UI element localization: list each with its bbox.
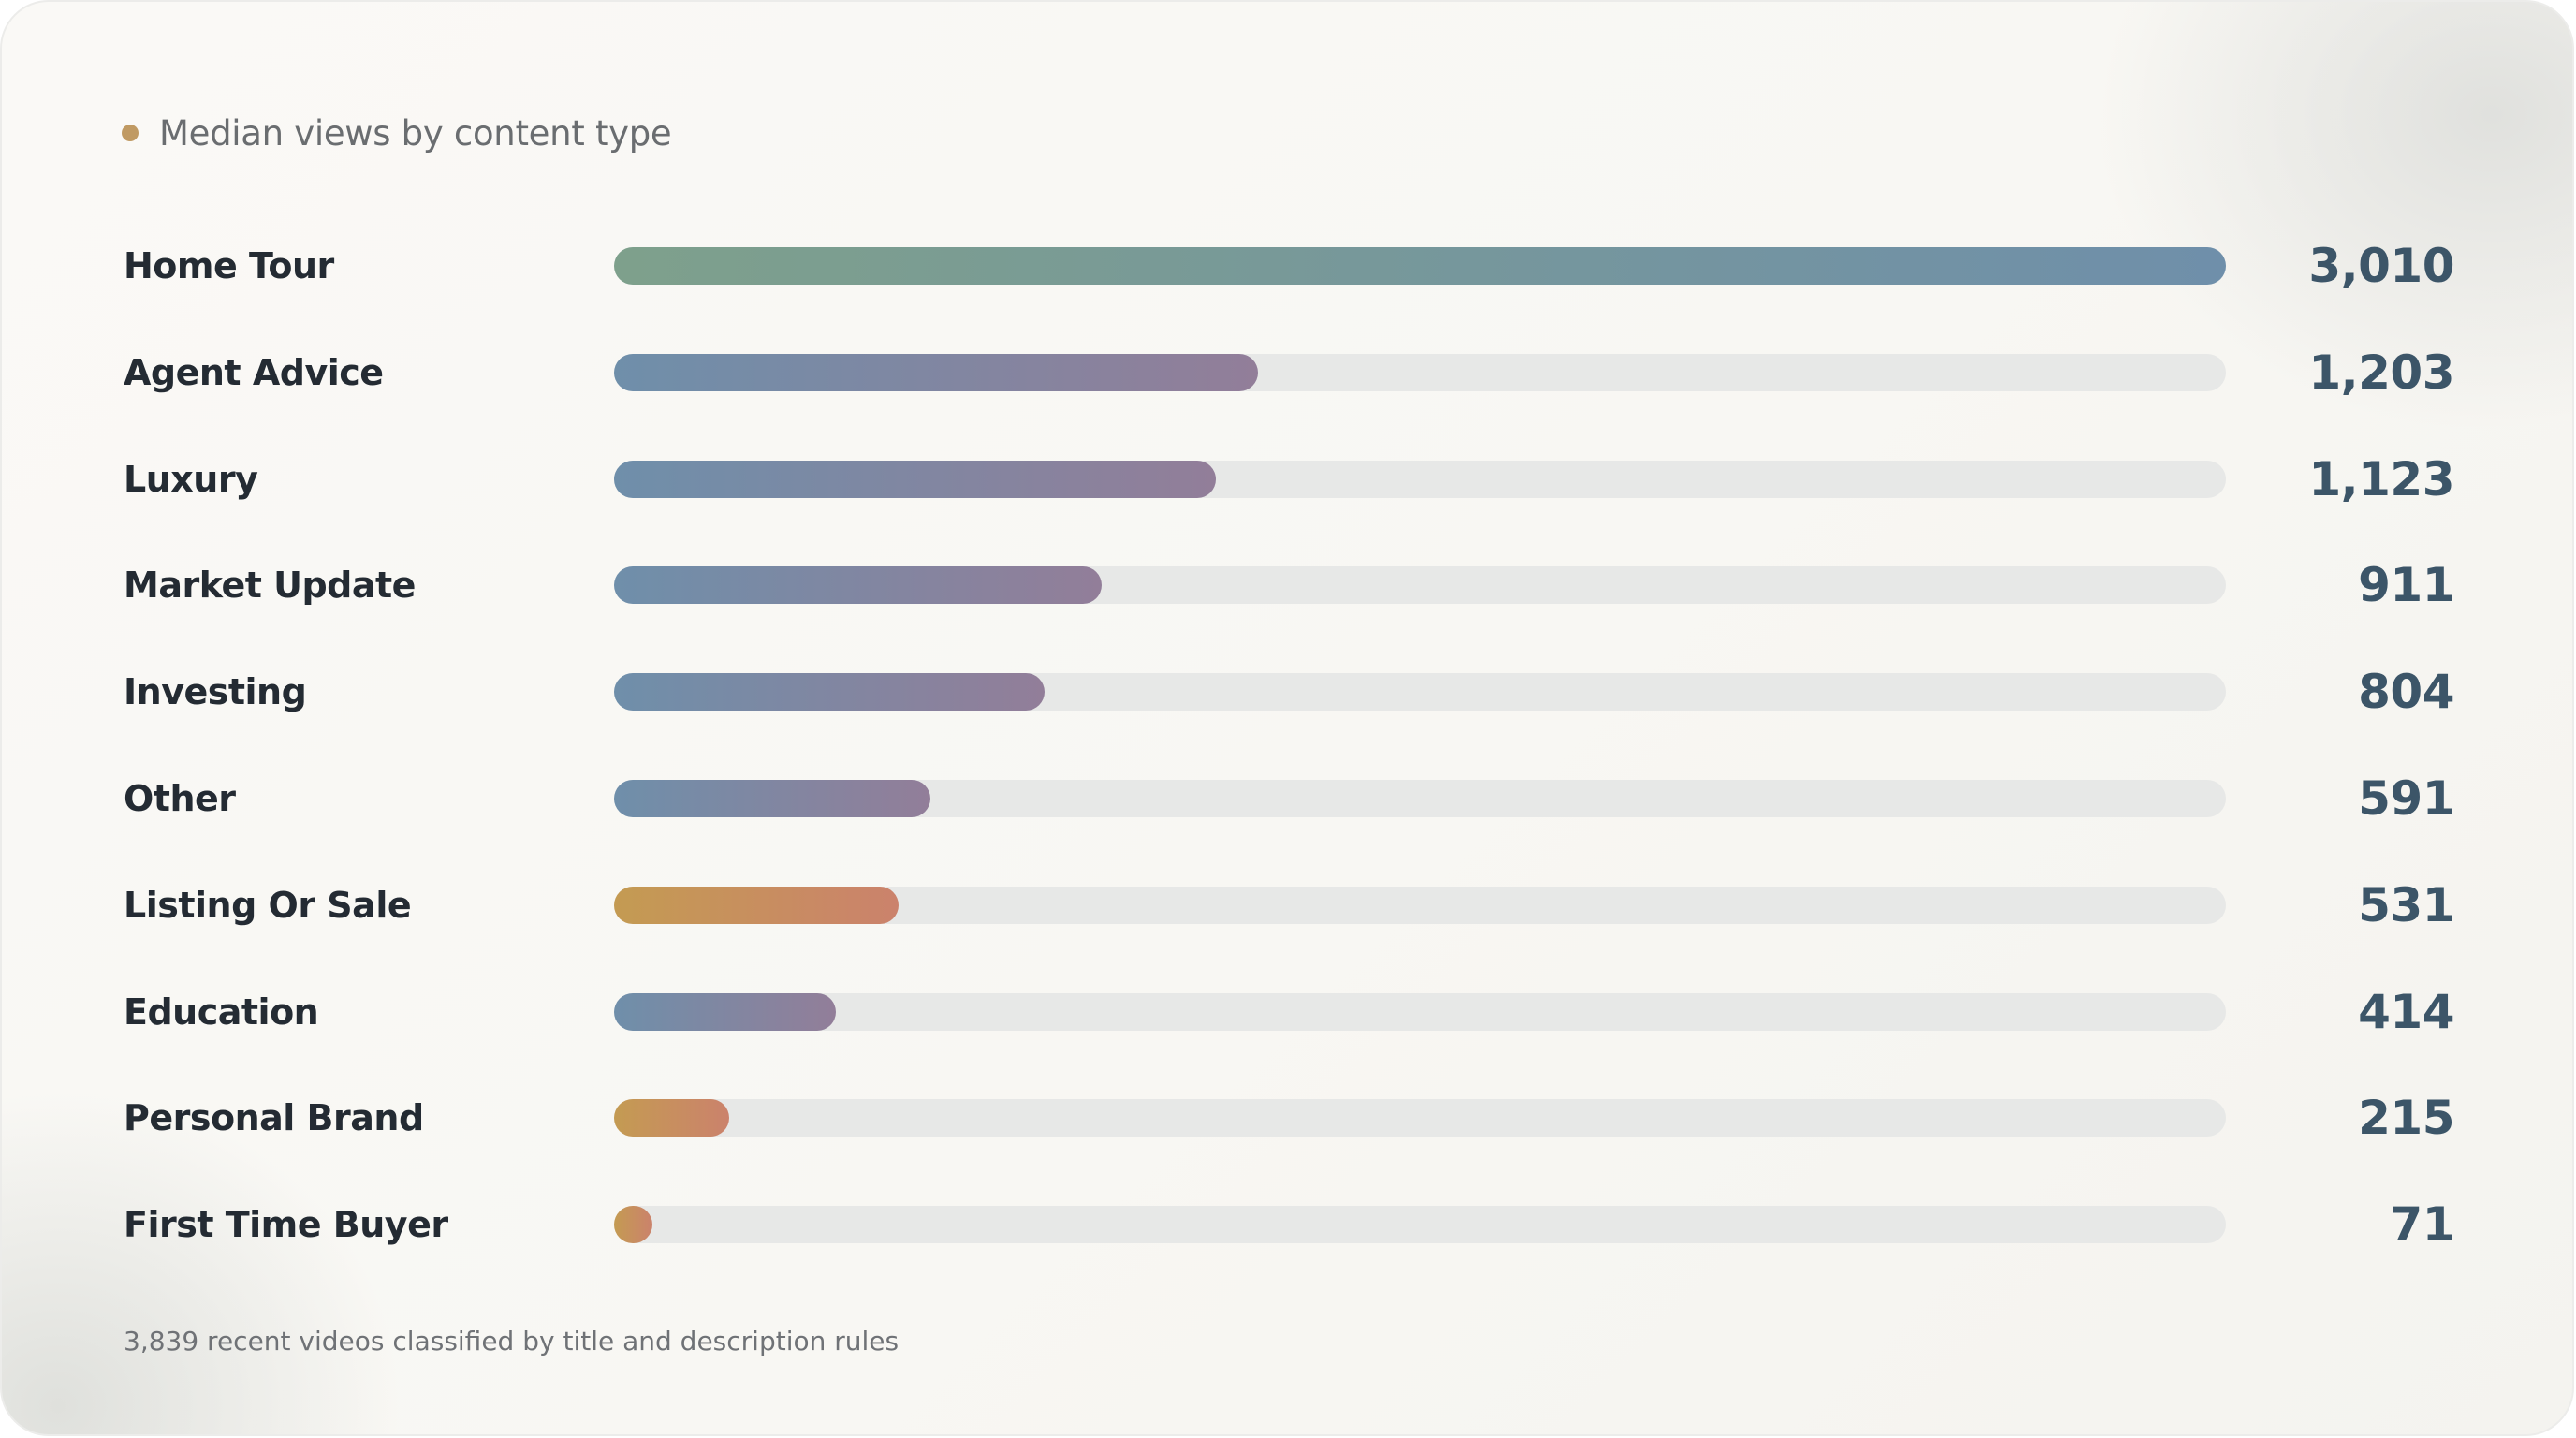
title-dot-icon <box>122 125 139 141</box>
value-label: 414 <box>2358 985 2454 1039</box>
bar-fill <box>614 780 931 817</box>
bar-row: Personal Brand 215 <box>2 1080 2572 1155</box>
value-label: 3,010 <box>2308 239 2454 293</box>
bar-row: Investing 804 <box>2 654 2572 729</box>
bar-row: First Time Buyer 71 <box>2 1187 2572 1262</box>
bar-fill <box>614 887 899 924</box>
bar-track <box>614 673 2226 711</box>
value-label: 804 <box>2358 665 2454 719</box>
bar-row: Education 414 <box>2 975 2572 1049</box>
value-label: 591 <box>2358 771 2454 826</box>
bar-row: Home Tour 3,010 <box>2 228 2572 303</box>
category-label: Market Update <box>124 565 416 606</box>
bar-fill <box>614 1099 729 1137</box>
value-label: 215 <box>2358 1091 2454 1145</box>
bar-track <box>614 887 2226 924</box>
value-label: 1,123 <box>2308 452 2454 506</box>
bar-track <box>614 1099 2226 1137</box>
bar-fill <box>614 1206 652 1243</box>
chart-title-row: Median views by content type <box>122 107 672 159</box>
bar-row: Agent Advice 1,203 <box>2 335 2572 410</box>
bar-row: Listing Or Sale 531 <box>2 868 2572 943</box>
bar-row: Market Update 911 <box>2 548 2572 623</box>
bar-fill <box>614 673 1045 711</box>
category-label: Home Tour <box>124 245 334 286</box>
bar-fill <box>614 247 2226 285</box>
bar-fill <box>614 354 1259 391</box>
category-label: First Time Buyer <box>124 1204 448 1245</box>
category-label: Education <box>124 991 319 1033</box>
bar-track <box>614 354 2226 391</box>
bar-row: Luxury 1,123 <box>2 442 2572 517</box>
bar-track <box>614 993 2226 1031</box>
bar-fill <box>614 461 1216 498</box>
category-label: Agent Advice <box>124 352 384 393</box>
category-label: Listing Or Sale <box>124 885 412 926</box>
value-label: 71 <box>2390 1197 2454 1252</box>
value-label: 911 <box>2358 558 2454 612</box>
bar-fill <box>614 566 1103 604</box>
bar-row: Other 591 <box>2 761 2572 836</box>
bar-track <box>614 461 2226 498</box>
category-label: Investing <box>124 671 307 712</box>
category-label: Personal Brand <box>124 1097 424 1138</box>
bar-track <box>614 1206 2226 1243</box>
value-label: 1,203 <box>2308 345 2454 400</box>
bar-track <box>614 566 2226 604</box>
value-label: 531 <box>2358 878 2454 932</box>
category-label: Luxury <box>124 459 258 500</box>
bar-fill <box>614 993 836 1031</box>
category-label: Other <box>124 778 236 819</box>
chart-footnote: 3,839 recent videos classified by title … <box>124 1326 900 1357</box>
chart-title: Median views by content type <box>159 112 672 154</box>
bar-track <box>614 247 2226 285</box>
bar-track <box>614 780 2226 817</box>
